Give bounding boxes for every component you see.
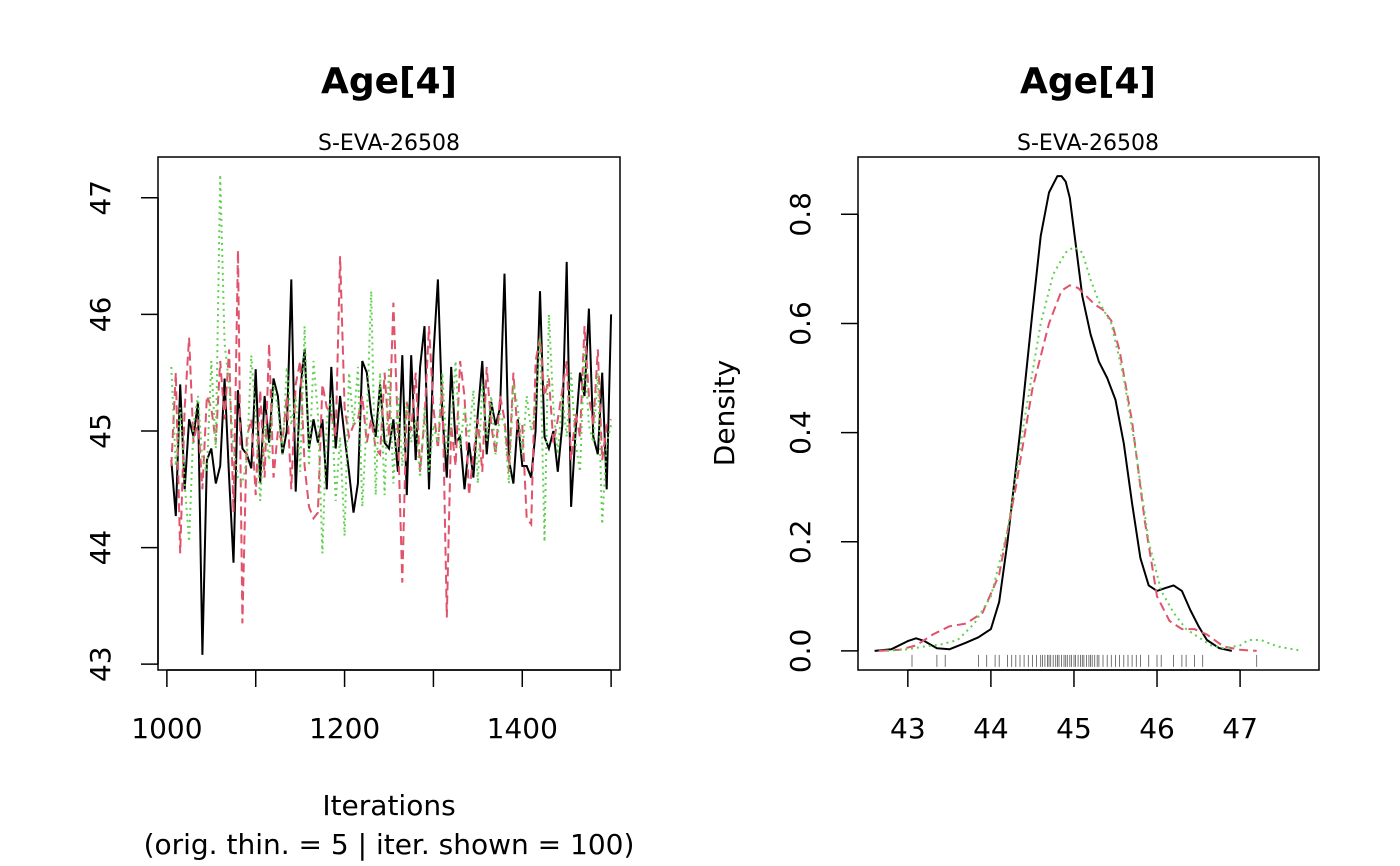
trace-y-tick-label: 43 [84, 646, 117, 682]
trace-y-tick-label: 47 [84, 180, 117, 216]
density-plot-box [857, 156, 1320, 671]
trace-line-series-1 [170, 261, 613, 655]
density-curve-series-3 [887, 246, 1303, 652]
density-curve-series-1 [874, 175, 1233, 652]
trace-x-label-note: (orig. thin. = 5 | iter. shown = 100) [144, 828, 635, 861]
trace-y-axis: 43 44 45 46 47 [84, 180, 159, 682]
density-x-tick-label: 44 [973, 712, 1009, 745]
density-y-tick-label: 0.8 [784, 192, 817, 237]
trace-subtitle: S-EVA-26508 [318, 131, 460, 156]
density-x-tick-label: 46 [1139, 712, 1175, 745]
density-title: Age[4] [1020, 61, 1156, 102]
trace-x-tick-label: 1200 [309, 712, 380, 745]
density-y-axis: 0.0 0.2 0.4 0.6 0.8 [784, 192, 859, 674]
density-x-tick-label: 47 [1222, 712, 1258, 745]
trace-series-group [170, 174, 613, 655]
density-panel: Age[4] S-EVA-26508 43 44 45 46 47 0.00.20.40… [708, 61, 1320, 745]
density-curve-series-2 [878, 284, 1257, 652]
trace-line-series-3 [170, 174, 613, 554]
density-y-label: Density [708, 360, 741, 466]
density-x-tick-label: 45 [1056, 712, 1092, 745]
density-x-axis: 43 44 45 46 47 [890, 669, 1258, 745]
trace-x-tick-label: 1000 [131, 712, 202, 745]
trace-y-tick-label: 46 [84, 297, 117, 333]
trace-panel: Age[4] S-EVA-26508 1000 1200 1400 43 44 45 46… [84, 61, 634, 861]
density-subtitle: S-EVA-26508 [1017, 131, 1159, 156]
trace-y-tick-label: 45 [84, 413, 117, 449]
density-y-tick-label: 0.6 [784, 301, 817, 346]
trace-y-tick-label: 44 [84, 530, 117, 566]
density-series-group [874, 175, 1303, 652]
density-x-tick-label: 43 [890, 712, 926, 745]
density-y-tick-label: 0.0 [784, 629, 817, 674]
density-y-tick-label: 0.4 [784, 410, 817, 455]
trace-line-series-2 [170, 250, 612, 624]
density-rug-group [911, 654, 1258, 667]
trace-x-axis: 1000 1200 1400 [131, 669, 612, 745]
density-y-tick-label: 0.2 [784, 520, 817, 565]
trace-x-label: Iterations [322, 789, 455, 822]
trace-x-tick-label: 1400 [487, 712, 558, 745]
trace-title: Age[4] [321, 61, 457, 102]
